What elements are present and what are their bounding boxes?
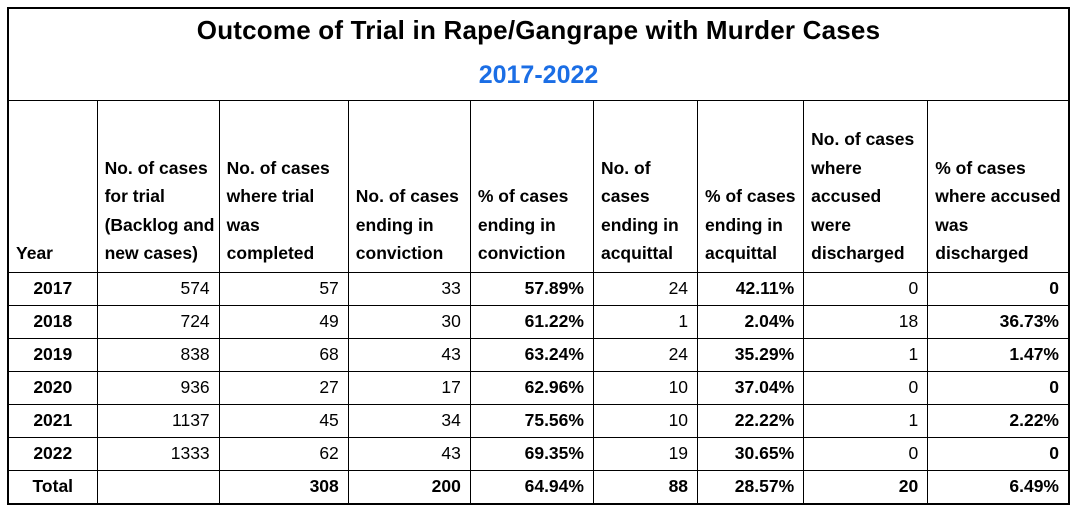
cell-r0-c0: 2017 <box>7 272 98 307</box>
total-row: Total 308 200 64.94% 88 28.57% 20 6.49% <box>7 470 1070 505</box>
title-row: Outcome of Trial in Rape/Gangrape with M… <box>7 7 1070 102</box>
col-header-0: Year <box>7 100 98 274</box>
cell-r2-c8: 1.47% <box>927 338 1070 373</box>
cell-r4-c6: 22.22% <box>697 404 805 439</box>
cell-r4-c8: 2.22% <box>927 404 1070 439</box>
cell-r0-c1: 574 <box>96 272 220 307</box>
cell-r1-c0: 2018 <box>7 305 98 340</box>
cell-r0-c6: 42.11% <box>697 272 805 307</box>
table-row-2022: 2022 1333 62 43 69.35% 19 30.65% 0 0 <box>7 437 1070 472</box>
cell-r1-c3: 30 <box>347 305 471 340</box>
cell-r5-c1: 1333 <box>96 437 220 472</box>
col-header-5: No. of cases ending in acquittal <box>592 100 699 274</box>
cell-r5-c6: 30.65% <box>697 437 805 472</box>
cell-r6-c7: 20 <box>803 470 929 505</box>
table-row-2020: 2020 936 27 17 62.96% 10 37.04% 0 0 <box>7 371 1070 406</box>
cell-r0-c5: 24 <box>592 272 699 307</box>
cell-r2-c0: 2019 <box>7 338 98 373</box>
table-body: 2017 574 57 33 57.89% 24 42.11% 0 0 2018 724 49 30 61… <box>7 272 1070 505</box>
cell-r5-c3: 43 <box>347 437 471 472</box>
cell-r5-c5: 19 <box>592 437 699 472</box>
col-header-2: No. of cases where trial was completed <box>218 100 349 274</box>
cell-r0-c3: 33 <box>347 272 471 307</box>
cell-r1-c4: 61.22% <box>469 305 594 340</box>
col-header-4: % of cases ending in conviction <box>469 100 594 274</box>
table-row-2019: 2019 838 68 43 63.24% 24 35.29% 1 1.47% <box>7 338 1070 373</box>
cell-r3-c2: 27 <box>218 371 349 406</box>
outcome-table: Outcome of Trial in Rape/Gangrape with M… <box>7 7 1070 505</box>
cell-r1-c5: 1 <box>592 305 699 340</box>
cell-r0-c8: 0 <box>927 272 1070 307</box>
cell-r5-c4: 69.35% <box>469 437 594 472</box>
subtitle: 2017-2022 <box>478 61 599 90</box>
cell-r3-c8: 0 <box>927 371 1070 406</box>
table-row-2018: 2018 724 49 30 61.22% 1 2.04% 18 36.73% <box>7 305 1070 340</box>
cell-r3-c7: 0 <box>803 371 929 406</box>
cell-r2-c6: 35.29% <box>697 338 805 373</box>
page-title: Outcome of Trial in Rape/Gangrape with M… <box>196 15 881 45</box>
cell-r1-c7: 18 <box>803 305 929 340</box>
cell-r3-c3: 17 <box>347 371 471 406</box>
table-frame: Outcome of Trial in Rape/Gangrape with M… <box>7 7 1070 505</box>
cell-r3-c6: 37.04% <box>697 371 805 406</box>
col-header-1: No. of cases for trial (Backlog and new … <box>96 100 220 274</box>
cell-r4-c0: 2021 <box>7 404 98 439</box>
cell-r5-c7: 0 <box>803 437 929 472</box>
cell-r4-c3: 34 <box>347 404 471 439</box>
cell-r4-c4: 75.56% <box>469 404 594 439</box>
cell-r1-c1: 724 <box>96 305 220 340</box>
col-header-8: % of cases where accused was discharged <box>927 100 1070 274</box>
table-row-2017: 2017 574 57 33 57.89% 24 42.11% 0 0 <box>7 272 1070 307</box>
cell-r4-c5: 10 <box>592 404 699 439</box>
cell-r3-c5: 10 <box>592 371 699 406</box>
cell-r5-c0: 2022 <box>7 437 98 472</box>
cell-r4-c7: 1 <box>803 404 929 439</box>
cell-r2-c2: 68 <box>218 338 349 373</box>
title-cell: Outcome of Trial in Rape/Gangrape with M… <box>7 7 1070 102</box>
cell-r5-c2: 62 <box>218 437 349 472</box>
cell-r6-c4: 64.94% <box>469 470 594 505</box>
cell-r1-c8: 36.73% <box>927 305 1070 340</box>
col-header-6: % of cases ending in acquittal <box>697 100 805 274</box>
col-header-7: No. of cases where accused were discharg… <box>803 100 929 274</box>
cell-r3-c0: 2020 <box>7 371 98 406</box>
table-row-2021: 2021 1137 45 34 75.56% 10 22.22% 1 2.22% <box>7 404 1070 439</box>
cell-r1-c6: 2.04% <box>697 305 805 340</box>
cell-r3-c4: 62.96% <box>469 371 594 406</box>
cell-r6-c8: 6.49% <box>927 470 1070 505</box>
cell-r1-c2: 49 <box>218 305 349 340</box>
cell-r2-c5: 24 <box>592 338 699 373</box>
cell-r4-c1: 1137 <box>96 404 220 439</box>
cell-r4-c2: 45 <box>218 404 349 439</box>
col-header-3: No. of cases ending in conviction <box>347 100 471 274</box>
cell-r6-c5: 88 <box>592 470 699 505</box>
cell-r6-c3: 200 <box>347 470 471 505</box>
cell-r5-c8: 0 <box>927 437 1070 472</box>
cell-r2-c7: 1 <box>803 338 929 373</box>
header-row: Year No. of cases for trial (Backlog and … <box>7 100 1070 274</box>
cell-r0-c2: 57 <box>218 272 349 307</box>
cell-r0-c4: 57.89% <box>469 272 594 307</box>
cell-r6-c0: Total <box>7 470 98 505</box>
cell-r6-c6: 28.57% <box>697 470 805 505</box>
cell-r2-c4: 63.24% <box>469 338 594 373</box>
cell-r6-c2: 308 <box>218 470 349 505</box>
cell-r6-c1 <box>96 470 220 505</box>
cell-r3-c1: 936 <box>96 371 220 406</box>
cell-r2-c1: 838 <box>96 338 220 373</box>
cell-r2-c3: 43 <box>347 338 471 373</box>
cell-r0-c7: 0 <box>803 272 929 307</box>
